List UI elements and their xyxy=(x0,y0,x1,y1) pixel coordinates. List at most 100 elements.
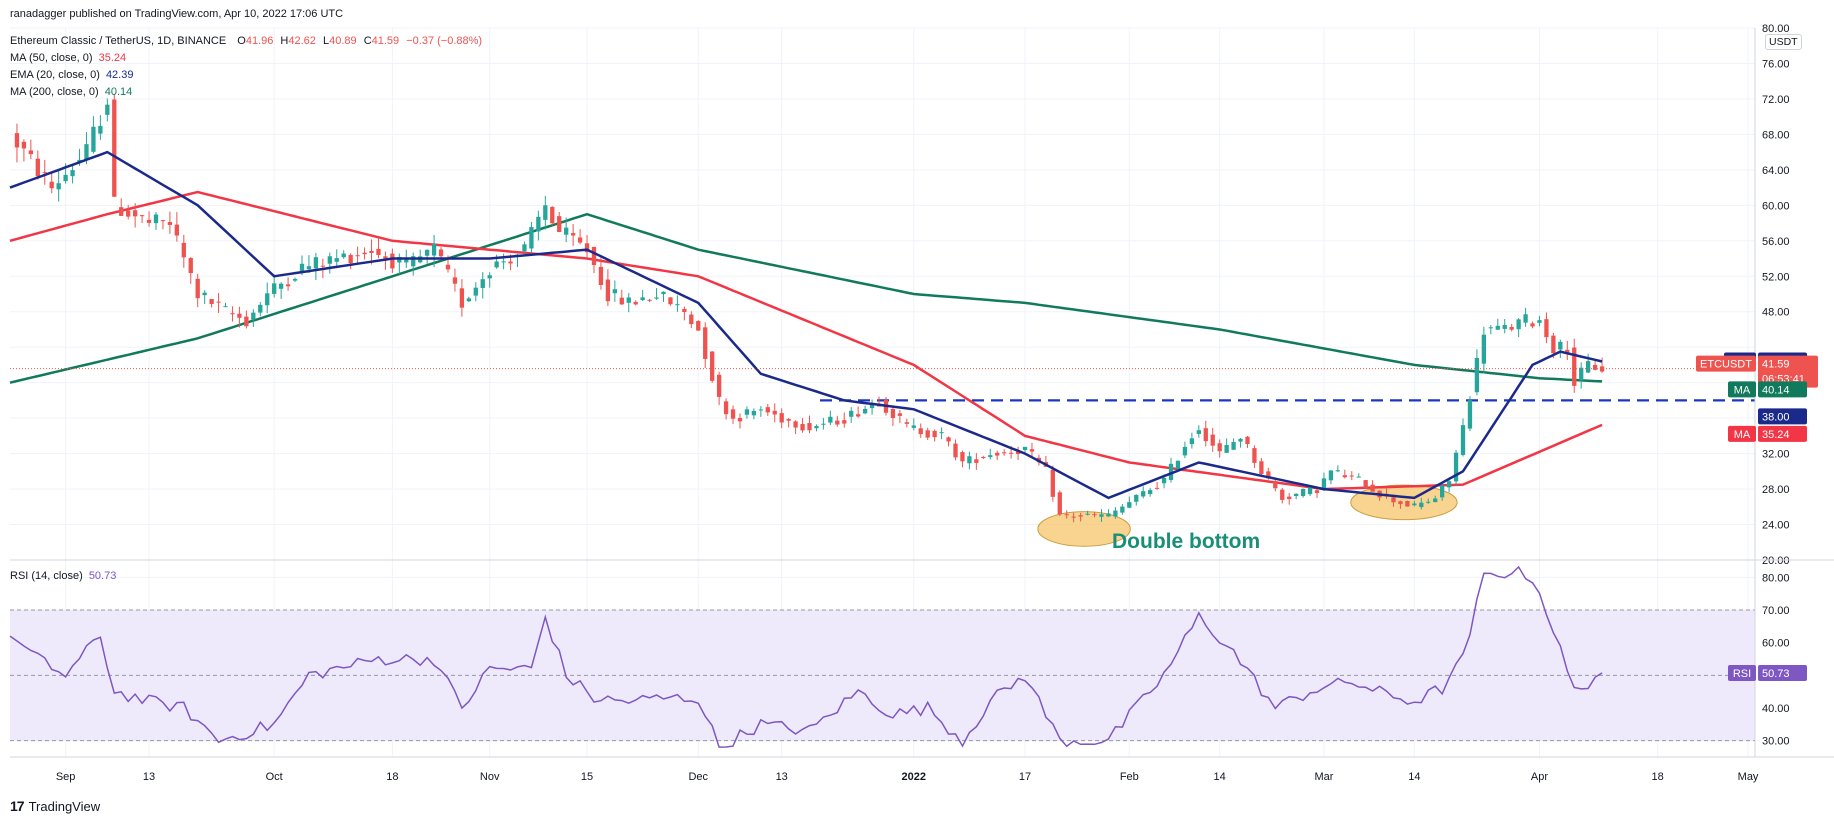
candle-up xyxy=(626,297,631,303)
symbol-tag-label-box xyxy=(1696,355,1756,372)
candle-up xyxy=(1356,476,1361,478)
candle-up xyxy=(939,432,944,434)
time-tick-label: 13 xyxy=(143,771,155,783)
time-tick-label: 2022 xyxy=(902,771,926,783)
candle-down xyxy=(974,459,979,463)
candle-down xyxy=(918,428,923,435)
price-tick-label: 80.00 xyxy=(1762,23,1790,35)
time-tick-label: 18 xyxy=(1652,771,1664,783)
candle-up xyxy=(522,244,527,252)
candle-down xyxy=(925,430,930,438)
candle-down xyxy=(237,313,242,318)
candle-up xyxy=(1453,452,1459,482)
indicator-ma200-legend[interactable]: MA (200, close, 0) 40.14 xyxy=(10,86,132,98)
candle-down xyxy=(1509,327,1514,330)
candle-up xyxy=(105,104,110,115)
candle-down xyxy=(1245,436,1250,445)
candle-down xyxy=(42,172,47,174)
indicator-ma50-legend[interactable]: MA (50, close, 0) 35.24 xyxy=(10,52,126,64)
candle-up xyxy=(258,304,263,313)
candle-down xyxy=(856,414,861,417)
candle-down xyxy=(139,215,145,217)
ohlc-high-label: H xyxy=(280,35,289,47)
support-tag-box xyxy=(1758,408,1807,425)
rsi-legend[interactable]: RSI (14, close) 50.73 xyxy=(10,570,116,582)
currency-badge[interactable]: USDT xyxy=(1765,34,1802,50)
candle-up xyxy=(543,205,548,220)
price-tick-label: 28.00 xyxy=(1762,484,1790,496)
candle-up xyxy=(1335,470,1341,472)
candle-down xyxy=(369,250,374,253)
candle-up xyxy=(821,423,826,425)
candle-up xyxy=(424,249,430,256)
candle-down xyxy=(1363,480,1368,489)
candle-down xyxy=(209,298,214,304)
candle-up xyxy=(911,425,916,428)
candle-up xyxy=(153,214,159,224)
candle-up xyxy=(251,312,256,320)
ema20-layer xyxy=(9,150,1603,500)
candle-down xyxy=(800,424,805,431)
indicator-ema20-legend[interactable]: EMA (20, close, 0) 42.39 xyxy=(10,69,133,81)
candle-up xyxy=(1196,430,1201,434)
candle-up xyxy=(1113,510,1118,517)
candle-down xyxy=(981,456,986,458)
candle-down xyxy=(584,243,590,253)
candle-down xyxy=(1071,516,1076,518)
candle-up xyxy=(814,426,819,429)
price-tick-label: 48.00 xyxy=(1762,307,1790,319)
candle-down xyxy=(668,297,673,305)
candle-up xyxy=(487,275,492,279)
time-tick-label: 15 xyxy=(581,771,593,783)
candle-up xyxy=(1585,361,1591,373)
candle-up xyxy=(334,258,339,262)
rsi-tick-label: 80.00 xyxy=(1762,572,1790,584)
candle-up xyxy=(1141,491,1146,497)
price-tick-label: 68.00 xyxy=(1762,129,1790,141)
candle-up xyxy=(862,408,868,414)
candle-up xyxy=(56,183,61,190)
candle-down xyxy=(1029,449,1035,452)
time-tick-label: Apr xyxy=(1531,771,1548,783)
candle-down xyxy=(995,452,1000,456)
candle-up xyxy=(313,257,319,269)
double-bottom-zone xyxy=(1037,511,1131,547)
time-tick-label: Dec xyxy=(688,771,708,783)
candle-up xyxy=(1175,460,1181,470)
rsi-tag-value: 50.73 xyxy=(1762,668,1790,680)
ma50-tag-label: MA xyxy=(1734,429,1751,441)
candle-down xyxy=(35,158,40,177)
candle-down xyxy=(1391,497,1396,503)
symbol-tag-box xyxy=(1758,355,1818,388)
ma50-tag-value: 35.24 xyxy=(1762,429,1790,441)
candle-up xyxy=(327,256,332,264)
candle-up xyxy=(265,293,270,306)
candle-up xyxy=(529,227,534,249)
candle-down xyxy=(445,264,451,270)
candle-down xyxy=(779,413,784,423)
candle-up xyxy=(1474,358,1480,393)
rsi-band-layer xyxy=(10,609,1755,742)
candle-down xyxy=(230,313,235,315)
ema20-legend-name: EMA (20, close, 0) xyxy=(10,69,100,81)
candle-down xyxy=(14,133,20,148)
candle-down xyxy=(904,422,909,424)
symbol-legend[interactable]: Ethereum Classic / TetherUS, 1D, BINANCE… xyxy=(10,35,482,47)
candle-down xyxy=(348,254,353,264)
candle-up xyxy=(272,283,277,294)
ma50-tag-box xyxy=(1758,425,1807,442)
candle-up xyxy=(299,263,305,271)
candle-down xyxy=(216,301,221,303)
candle-up xyxy=(501,261,506,263)
ohlc-low-label: L xyxy=(322,35,330,47)
candle-down xyxy=(786,419,791,421)
ohlc-low: 40.89 xyxy=(329,35,357,47)
candle-up xyxy=(494,261,499,268)
candle-down xyxy=(605,279,611,302)
candle-up xyxy=(758,409,763,411)
candle-down xyxy=(730,409,736,419)
candle-up xyxy=(988,455,993,458)
tradingview-brand[interactable]: 17 TradingView xyxy=(10,798,100,814)
